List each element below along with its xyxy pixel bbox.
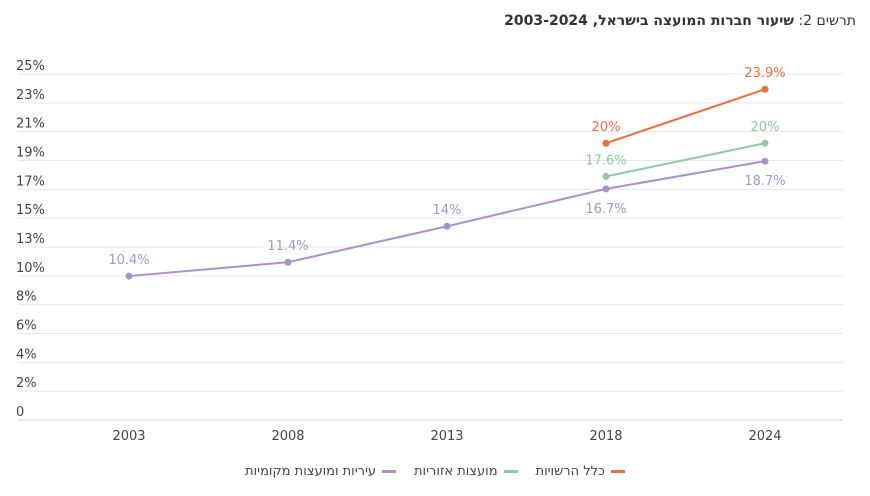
legend-swatch — [382, 470, 397, 473]
legend-label: עיריות ומועצות מקומיות — [245, 464, 377, 479]
data-point — [761, 157, 769, 165]
data-label: 20% — [751, 120, 780, 135]
data-point — [284, 258, 292, 266]
data-label: 10.4% — [108, 253, 149, 268]
y-tick-label: 8% — [16, 290, 37, 305]
data-point — [443, 222, 451, 230]
data-point — [761, 139, 769, 147]
legend-label: מועצות אזוריות — [414, 464, 498, 479]
data-label: 11.4% — [267, 239, 308, 254]
x-tick-label: 2018 — [589, 429, 622, 444]
data-label: 20% — [592, 120, 621, 135]
x-tick-label: 2003 — [112, 429, 145, 444]
data-point — [602, 172, 610, 180]
legend-item: מועצות אזוריות — [414, 464, 518, 479]
data-label: 23.9% — [744, 66, 785, 81]
x-tick-label: 2013 — [430, 429, 463, 444]
y-tick-label: 15% — [16, 203, 45, 218]
data-point — [602, 139, 610, 147]
y-tick-label: 19% — [16, 146, 45, 161]
legend-item: כלל הרשויות — [536, 464, 625, 479]
series-line — [605, 88, 766, 145]
chart-title-main: שיעור חברות המועצה בישראל, 2003-2024 — [504, 13, 794, 29]
y-tick-label: 17% — [16, 174, 45, 189]
x-tick-label: 2008 — [271, 429, 304, 444]
data-label: 16.7% — [585, 202, 626, 217]
y-tick-label: 0 — [16, 405, 24, 420]
legend-swatch — [610, 470, 625, 473]
y-tick-label: 6% — [16, 319, 37, 334]
legend: כלל הרשויות מועצות אזוריות עיריות ומועצות … — [0, 464, 870, 479]
legend-swatch — [503, 470, 518, 473]
data-label: 14% — [433, 203, 462, 218]
y-tick-label: 25% — [16, 59, 45, 74]
y-tick-label: 23% — [16, 88, 45, 103]
x-tick-label: 2024 — [748, 429, 781, 444]
data-label: 18.7% — [744, 174, 785, 189]
y-tick-label: 2% — [16, 376, 37, 391]
y-tick-label: 13% — [16, 232, 45, 247]
series-line — [605, 142, 766, 178]
chart-title: תרשים 2: שיעור חברות המועצה בישראל, 2003… — [504, 13, 856, 29]
data-point — [125, 272, 133, 280]
y-tick-label: 21% — [16, 117, 45, 132]
data-point — [602, 185, 610, 193]
data-label: 17.6% — [585, 153, 626, 168]
chart-title-prefix: תרשים 2: — [798, 13, 856, 29]
legend-item: עיריות ומועצות מקומיות — [245, 464, 397, 479]
y-tick-label: 4% — [16, 347, 37, 362]
y-tick-label: 10% — [16, 261, 45, 276]
legend-label: כלל הרשויות — [535, 464, 605, 479]
data-point — [761, 85, 769, 93]
